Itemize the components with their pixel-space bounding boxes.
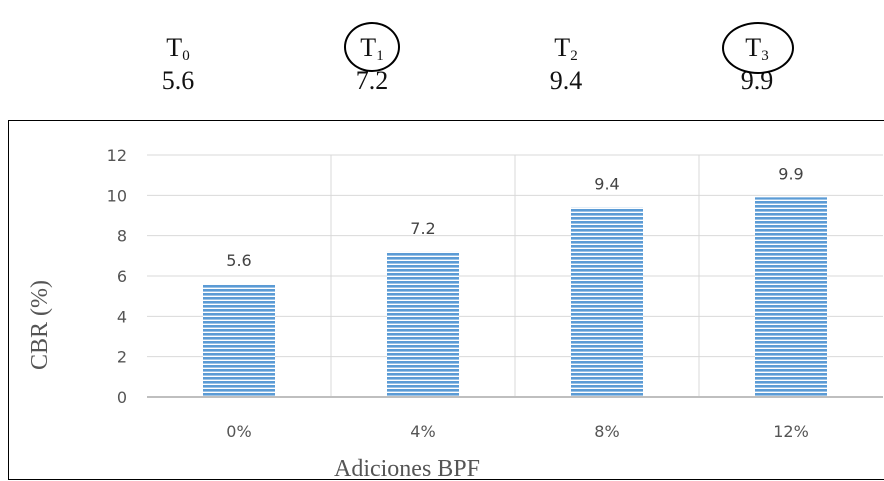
bar-chart: 0 2 4 6 8 10 12 5.6 0% 7.2 4% 9.4 8% 9.9 12% Adiciones… <box>27 146 883 481</box>
x-tick-label: 0% <box>226 422 251 441</box>
data-label: 9.9 <box>778 164 803 183</box>
bar <box>571 207 643 397</box>
treatment-value: 9.4 <box>549 66 583 95</box>
data-label: 5.6 <box>226 251 251 270</box>
treatment-label: T0 <box>166 33 190 65</box>
x-tick-label: 8% <box>594 422 619 441</box>
x-tick-label: 4% <box>410 422 435 441</box>
treatment-value: 5.6 <box>161 66 195 95</box>
x-tick-label: 12% <box>773 422 809 441</box>
bar <box>755 197 827 397</box>
axes: 0 2 4 6 8 10 12 5.6 0% 7.2 4% 9.4 8% 9.9 12% <box>107 146 883 441</box>
y-tick-label: 8 <box>117 227 127 246</box>
bar <box>203 284 275 397</box>
data-label: 7.2 <box>410 219 435 238</box>
y-tick-label: 6 <box>117 267 127 286</box>
y-tick-label: 2 <box>117 348 127 367</box>
y-tick-label: 0 <box>117 388 127 407</box>
bars <box>203 197 827 397</box>
treatment-header: T0 5.6 T1 7.2 T2 9.4 T3 9.9 <box>0 0 884 110</box>
highlight-circle-t3 <box>722 22 794 74</box>
y-tick-label: 12 <box>107 146 127 165</box>
x-axis-title: Adiciones BPF <box>334 456 480 481</box>
y-tick-label: 4 <box>117 307 127 326</box>
y-axis-title: CBR (%) <box>27 280 53 370</box>
highlight-circle-t1 <box>344 22 400 72</box>
data-label: 9.4 <box>594 174 619 193</box>
treatment-label: T2 <box>554 33 578 65</box>
chart-frame: 0 2 4 6 8 10 12 5.6 0% 7.2 4% 9.4 8% 9.9 12% Adiciones… <box>8 120 884 481</box>
bar <box>387 251 459 397</box>
y-tick-label: 10 <box>107 186 127 205</box>
